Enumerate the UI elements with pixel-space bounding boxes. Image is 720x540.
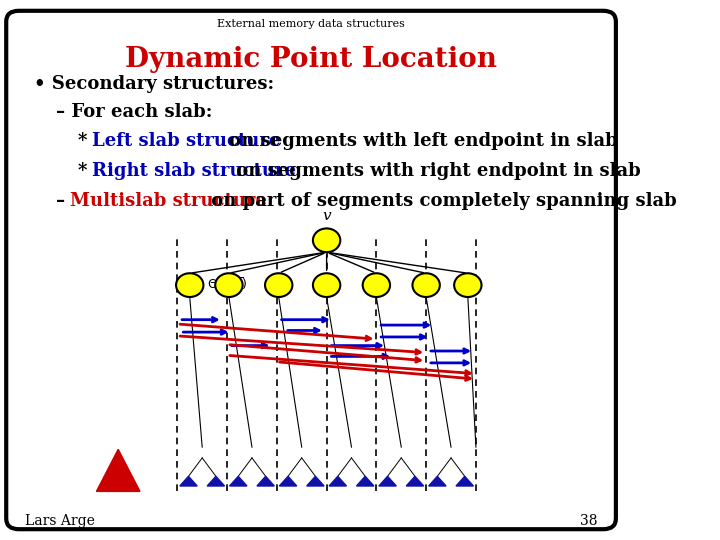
Text: Right slab structure: Right slab structure: [92, 162, 296, 180]
Polygon shape: [257, 476, 274, 486]
Text: • Secondary structures:: • Secondary structures:: [35, 75, 274, 93]
Circle shape: [313, 273, 341, 297]
Text: on segments with left endpoint in slab: on segments with left endpoint in slab: [222, 132, 618, 151]
Text: *: *: [78, 132, 94, 151]
Circle shape: [265, 273, 292, 297]
Polygon shape: [428, 476, 446, 486]
Circle shape: [454, 273, 482, 297]
Text: on part of segments completely spanning slab: on part of segments completely spanning …: [205, 192, 677, 211]
Circle shape: [413, 273, 440, 297]
Text: – For each slab:: – For each slab:: [56, 103, 212, 122]
Text: v: v: [323, 209, 331, 223]
Text: on segments with right endpoint in slab: on segments with right endpoint in slab: [230, 162, 641, 180]
Polygon shape: [329, 476, 346, 486]
Text: 38: 38: [580, 514, 597, 528]
FancyBboxPatch shape: [6, 11, 616, 529]
Text: *: *: [78, 162, 94, 180]
Text: Multislab structure: Multislab structure: [71, 192, 267, 211]
Text: Left slab structure: Left slab structure: [92, 132, 281, 151]
Circle shape: [176, 273, 204, 297]
Text: –: –: [56, 192, 71, 211]
Circle shape: [363, 273, 390, 297]
Polygon shape: [456, 476, 474, 486]
Polygon shape: [406, 476, 423, 486]
Polygon shape: [379, 476, 396, 486]
Polygon shape: [307, 476, 324, 486]
Polygon shape: [230, 476, 247, 486]
Circle shape: [215, 273, 243, 297]
Circle shape: [313, 228, 341, 252]
Polygon shape: [279, 476, 297, 486]
Text: Lars Arge: Lars Arge: [25, 514, 95, 528]
Polygon shape: [356, 476, 374, 486]
Polygon shape: [207, 476, 225, 486]
Text: External memory data structures: External memory data structures: [217, 19, 405, 29]
Text: $\Theta(\sqrt{B})$: $\Theta(\sqrt{B})$: [207, 275, 247, 293]
Text: Dynamic Point Location: Dynamic Point Location: [125, 46, 497, 73]
Polygon shape: [96, 449, 140, 491]
Polygon shape: [180, 476, 197, 486]
